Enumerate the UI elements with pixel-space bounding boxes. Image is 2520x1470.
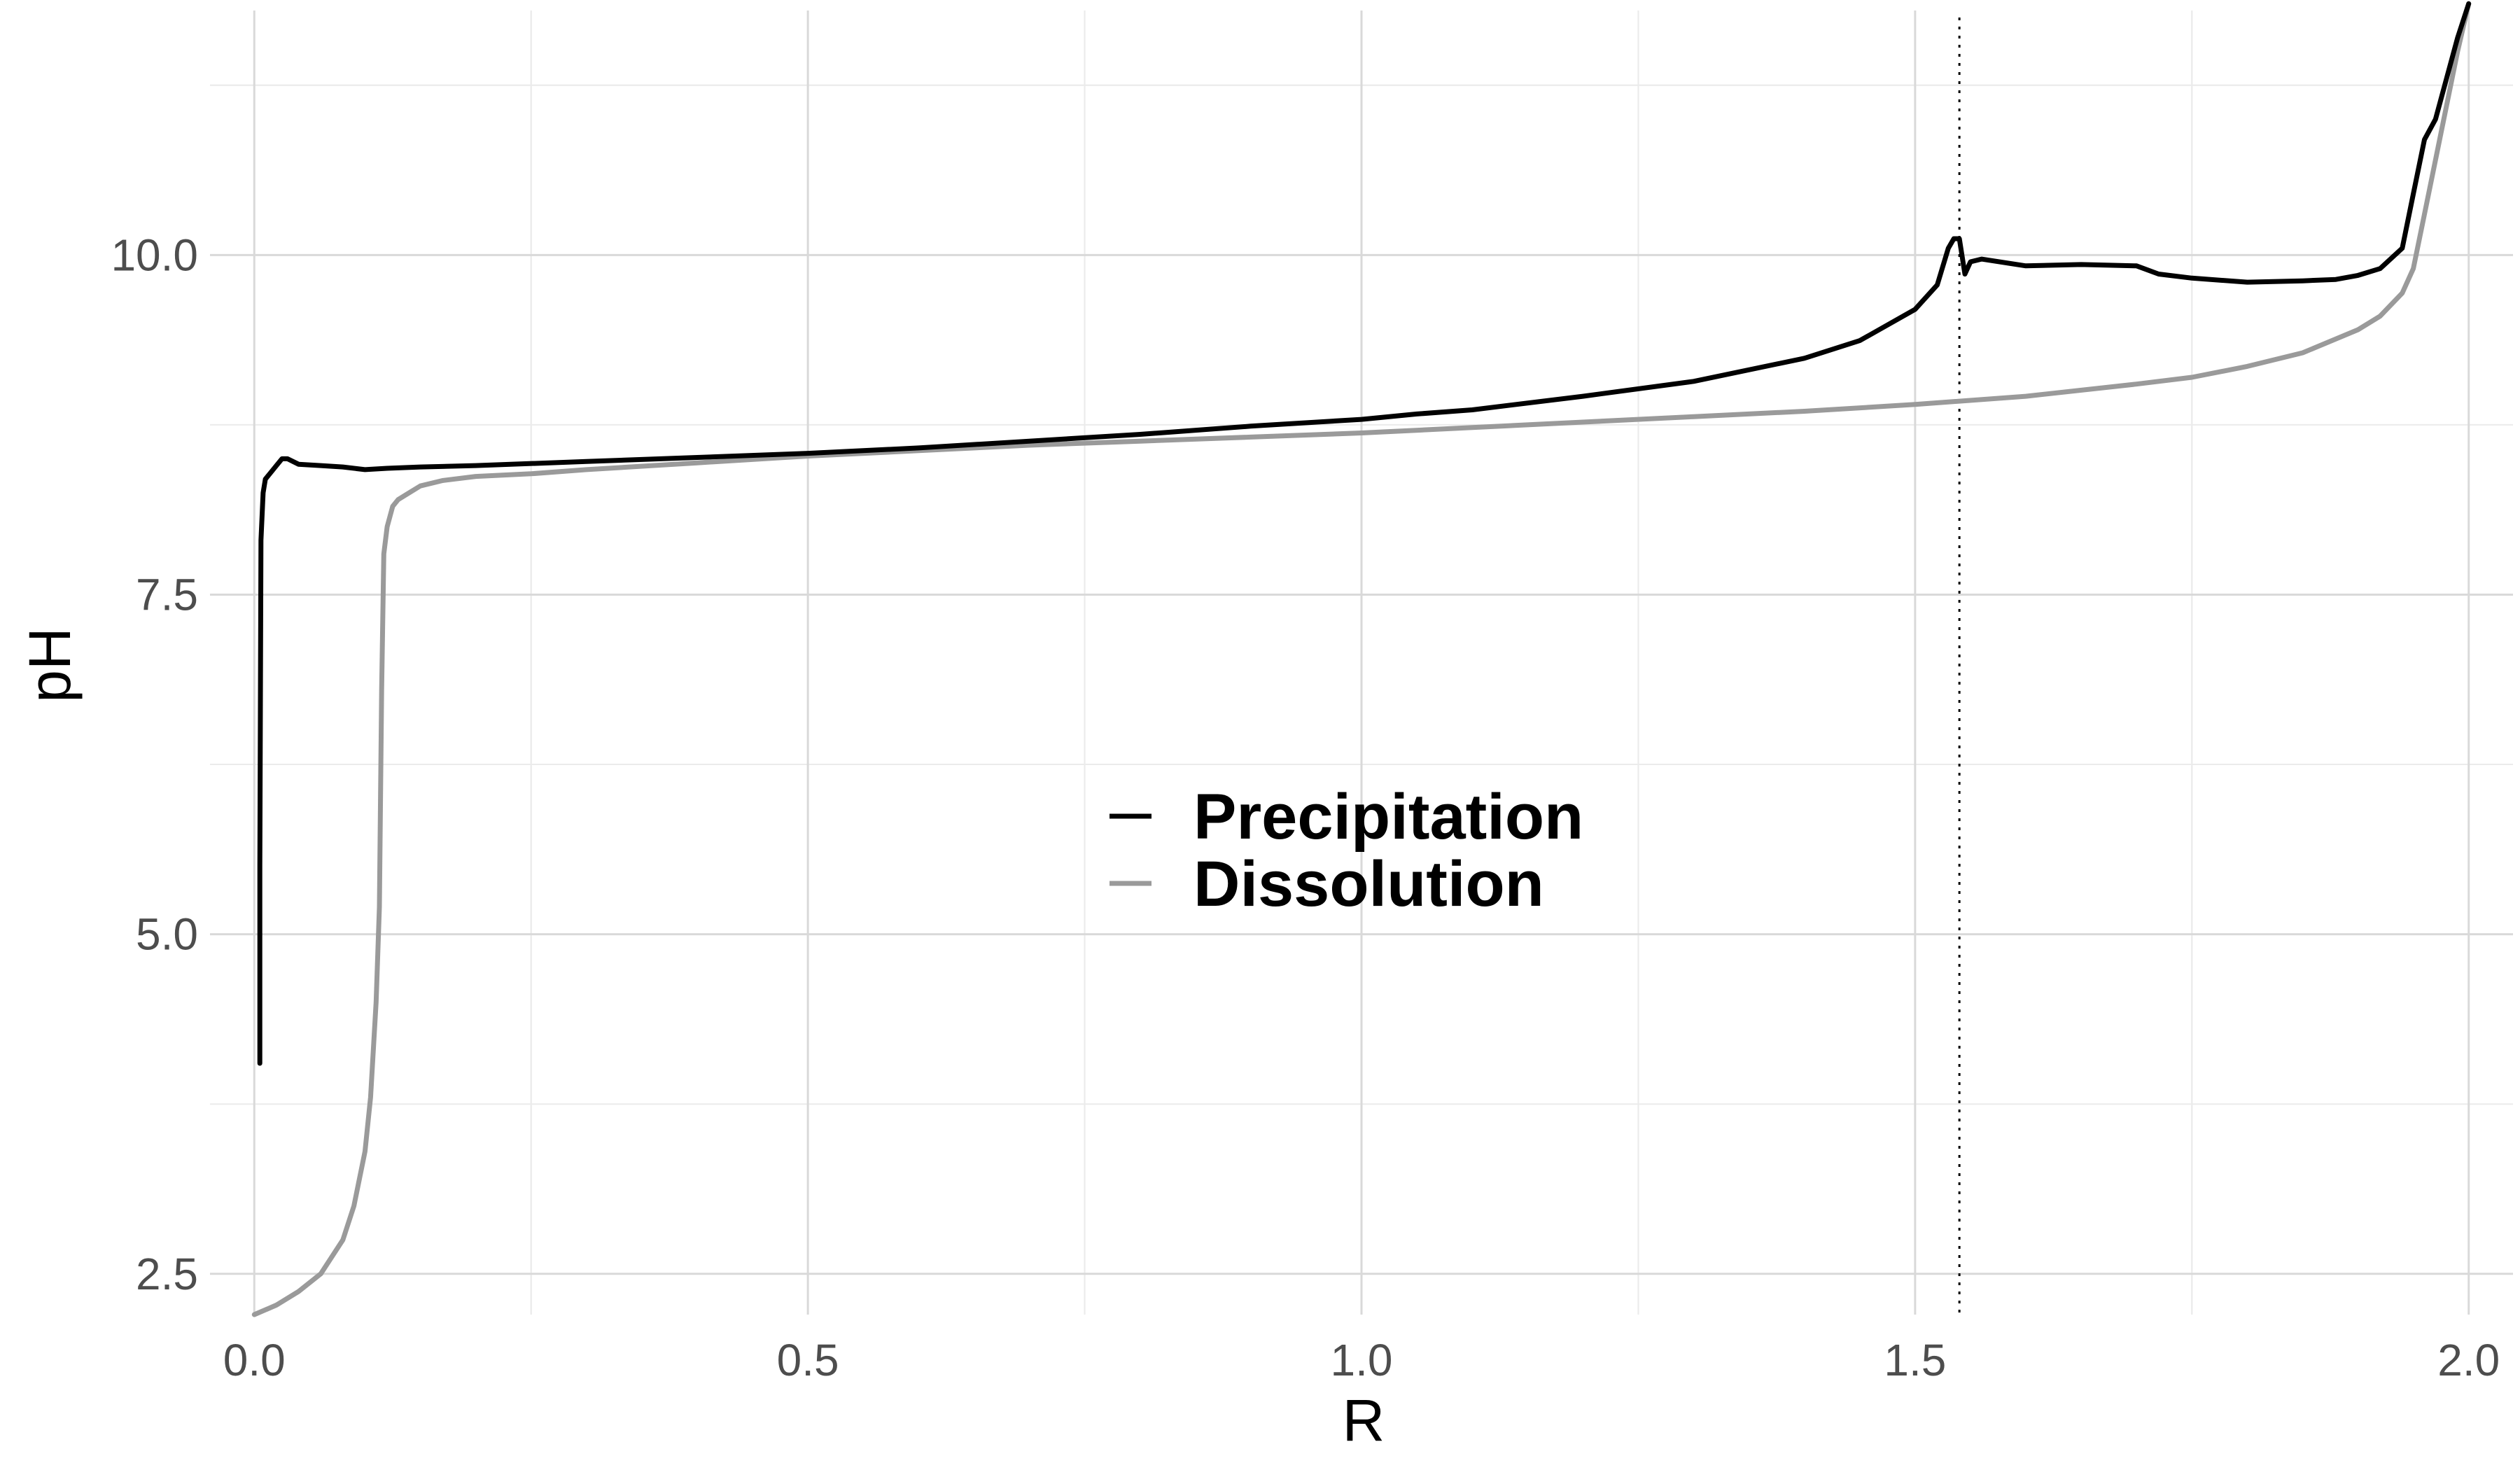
y-tick-label: 10.0 — [111, 230, 198, 280]
x-axis-ticks: 0.0 0.5 1.0 1.5 2.0 — [223, 1335, 2500, 1385]
series-line-precipitation — [257, 1, 2472, 1066]
major-gridlines — [210, 10, 2513, 1315]
series-line-dissolution — [251, 1, 2472, 1317]
x-tick-label: 0.5 — [777, 1335, 839, 1385]
y-tick-label: 2.5 — [136, 1249, 198, 1299]
x-axis-title: R — [1343, 1387, 1385, 1453]
y-tick-label: 7.5 — [136, 569, 198, 620]
legend-label-dissolution: Dissolution — [1194, 848, 1544, 920]
x-tick-label: 0.0 — [223, 1335, 286, 1385]
y-axis-ticks: 2.5 5.0 7.5 10.0 — [111, 230, 198, 1298]
x-tick-label: 1.0 — [1331, 1335, 1393, 1385]
legend: Precipitation Dissolution — [1110, 781, 1583, 920]
legend-label-precipitation: Precipitation — [1194, 781, 1583, 853]
x-tick-label: 1.5 — [1884, 1335, 1946, 1385]
series-layer — [251, 1, 2472, 1317]
y-axis-title: pH — [17, 627, 83, 702]
y-tick-label: 5.0 — [136, 909, 198, 960]
x-tick-label: 2.0 — [2437, 1335, 2500, 1385]
